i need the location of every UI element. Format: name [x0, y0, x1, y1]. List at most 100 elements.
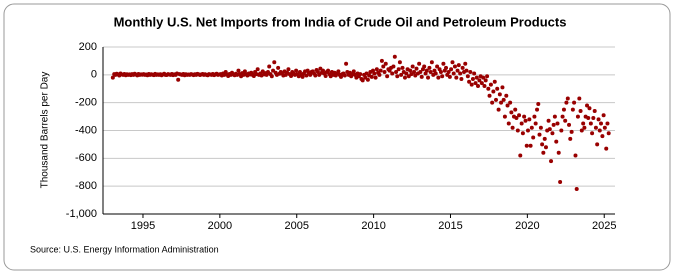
- data-point: [294, 68, 299, 73]
- data-point: [491, 89, 496, 94]
- data-point: [595, 142, 600, 147]
- data-point: [433, 71, 438, 76]
- data-point: [567, 122, 572, 127]
- data-point: [565, 96, 570, 101]
- data-point: [344, 61, 349, 66]
- data-point: [579, 128, 584, 133]
- data-point: [374, 67, 379, 72]
- data-point: [509, 110, 514, 115]
- data-point: [597, 128, 602, 133]
- data-point: [606, 131, 611, 136]
- y-tick-label: -600: [75, 152, 97, 164]
- data-point: [418, 70, 423, 75]
- data-point: [525, 128, 530, 133]
- data-point: [391, 64, 396, 69]
- data-point: [408, 68, 413, 73]
- y-tick-label: 200: [79, 41, 97, 53]
- data-point: [360, 78, 365, 83]
- data-point: [464, 68, 469, 73]
- data-point: [559, 128, 564, 133]
- data-point: [542, 136, 547, 141]
- data-point: [528, 143, 533, 148]
- data-point: [524, 143, 529, 148]
- data-point: [397, 60, 402, 65]
- data-point: [508, 100, 513, 105]
- data-point: [369, 74, 374, 79]
- data-point: [372, 71, 377, 76]
- data-point: [417, 61, 422, 66]
- data-point: [600, 134, 605, 139]
- data-point: [412, 70, 417, 75]
- data-point: [365, 77, 370, 82]
- data-point: [532, 114, 537, 119]
- y-tick-label: -200: [75, 97, 97, 109]
- y-axis-label: Thousand Barrels per Day: [40, 72, 51, 189]
- data-point: [522, 114, 527, 119]
- data-point: [592, 109, 597, 114]
- data-point: [446, 70, 451, 75]
- data-point: [390, 71, 395, 76]
- data-point: [379, 58, 384, 63]
- data-point: [429, 60, 434, 65]
- data-point: [463, 61, 468, 66]
- data-point: [455, 68, 460, 73]
- data-point: [569, 129, 574, 134]
- data-point: [467, 79, 472, 84]
- data-point: [546, 118, 551, 123]
- data-point: [560, 114, 565, 119]
- data-point: [591, 115, 596, 120]
- data-point: [451, 71, 456, 76]
- data-point: [396, 67, 401, 72]
- data-point: [459, 77, 464, 82]
- data-point: [568, 136, 573, 141]
- x-tick-label: 2010: [361, 220, 385, 232]
- data-point: [573, 153, 578, 158]
- data-point: [488, 82, 493, 87]
- y-tick-label: -1,000: [66, 208, 97, 220]
- data-point: [490, 100, 495, 105]
- data-point: [400, 65, 405, 70]
- data-point: [286, 67, 291, 72]
- data-point: [502, 114, 507, 119]
- data-point: [447, 74, 452, 79]
- data-point: [444, 65, 449, 70]
- data-point: [487, 93, 492, 98]
- data-point: [529, 125, 534, 130]
- data-point: [550, 131, 555, 136]
- data-point: [552, 114, 557, 119]
- data-point: [563, 118, 568, 123]
- data-point: [558, 179, 563, 184]
- data-point: [428, 70, 433, 75]
- y-tick-label: -400: [75, 124, 97, 136]
- data-point: [586, 115, 591, 120]
- data-point: [486, 86, 491, 91]
- data-point: [373, 75, 378, 80]
- data-point: [323, 73, 328, 78]
- data-point: [605, 121, 610, 126]
- data-point: [452, 64, 457, 69]
- data-point: [572, 100, 577, 105]
- data-point: [481, 75, 486, 80]
- data-point: [555, 121, 560, 126]
- data-point: [465, 74, 470, 79]
- data-point: [255, 67, 260, 72]
- data-point: [604, 146, 609, 151]
- data-point: [474, 75, 479, 80]
- data-point: [395, 74, 400, 79]
- data-point: [399, 72, 404, 77]
- data-point: [537, 132, 542, 137]
- data-point: [326, 68, 331, 73]
- data-point: [441, 61, 446, 66]
- data-point: [477, 78, 482, 83]
- data-point: [593, 125, 598, 130]
- data-point: [482, 83, 487, 88]
- data-point: [456, 63, 461, 68]
- data-point: [392, 54, 397, 59]
- data-point: [577, 96, 582, 101]
- x-tick-label: 2005: [284, 220, 308, 232]
- data-point: [515, 128, 520, 133]
- data-point: [460, 65, 465, 70]
- data-point: [427, 65, 432, 70]
- y-tick-label: -800: [75, 180, 97, 192]
